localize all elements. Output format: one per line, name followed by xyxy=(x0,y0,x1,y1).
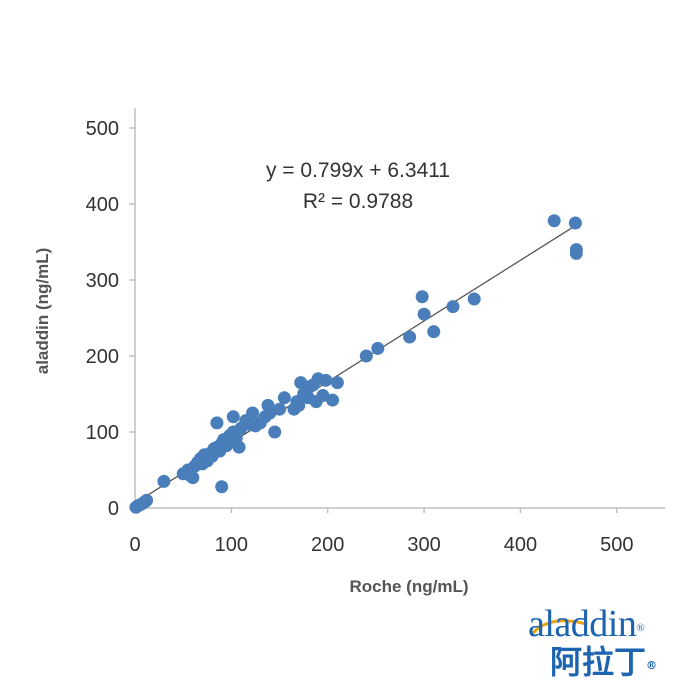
y-axis-ticks: 0 100 200 300 400 500 xyxy=(86,118,135,520)
x-axis-ticks: 0 100 200 300 400 500 xyxy=(129,508,634,556)
data-point xyxy=(215,480,229,494)
data-point xyxy=(268,425,282,439)
y-tick-label: 400 xyxy=(86,194,119,216)
regression-equation: y = 0.799x + 6.3411 xyxy=(266,159,450,182)
y-tick-label: 0 xyxy=(108,498,119,520)
y-tick-label: 300 xyxy=(86,270,119,292)
logo-swoosh-icon xyxy=(530,619,588,636)
x-tick-label: 200 xyxy=(311,534,344,556)
data-point xyxy=(403,330,417,344)
data-point xyxy=(157,474,171,488)
data-point xyxy=(330,376,344,390)
data-point xyxy=(319,373,333,387)
y-tick-label: 500 xyxy=(86,118,119,140)
logo-registered-mark-cn: ® xyxy=(646,659,658,672)
y-tick-label: 200 xyxy=(86,346,119,368)
aladdin-logo: aladdin® 阿拉丁® xyxy=(528,604,688,694)
r-squared-label: R² = 0.9788 xyxy=(303,190,413,213)
data-point xyxy=(446,300,460,314)
data-point xyxy=(568,216,582,230)
data-point xyxy=(415,290,429,304)
data-point xyxy=(186,471,200,485)
data-point xyxy=(371,341,385,355)
data-point xyxy=(316,389,330,403)
logo-chinese-word: 阿拉丁 xyxy=(550,643,647,681)
data-points xyxy=(129,214,583,514)
x-tick-label: 400 xyxy=(504,534,537,556)
x-tick-label: 0 xyxy=(129,534,140,556)
data-point xyxy=(417,307,431,321)
x-axis-title: Roche (ng/mL) xyxy=(350,577,469,596)
data-point xyxy=(277,391,291,405)
plot-area: 0 100 200 300 400 500 0 100 200 300 400 500 xyxy=(86,108,665,556)
data-point xyxy=(467,292,481,306)
data-point xyxy=(427,325,441,339)
data-point xyxy=(292,398,306,412)
data-point xyxy=(246,406,260,420)
logo-latin-word: aladdin xyxy=(528,603,637,645)
data-point xyxy=(359,349,373,363)
data-point xyxy=(326,393,340,407)
logo-chinese-text: 阿拉丁® xyxy=(550,644,657,680)
y-tick-label: 100 xyxy=(86,422,119,444)
x-tick-label: 500 xyxy=(600,534,633,556)
x-tick-label: 300 xyxy=(407,534,440,556)
logo-latin-text: aladdin® xyxy=(528,603,645,645)
data-point xyxy=(232,440,246,454)
data-point xyxy=(226,410,240,424)
data-point xyxy=(273,402,287,416)
data-point xyxy=(210,416,224,430)
y-axis-title: aladdin (ng/mL) xyxy=(33,248,52,375)
x-tick-label: 100 xyxy=(215,534,248,556)
data-point xyxy=(140,493,154,507)
logo-registered-mark: ® xyxy=(636,622,645,634)
data-point xyxy=(547,214,561,228)
data-point xyxy=(569,243,583,257)
